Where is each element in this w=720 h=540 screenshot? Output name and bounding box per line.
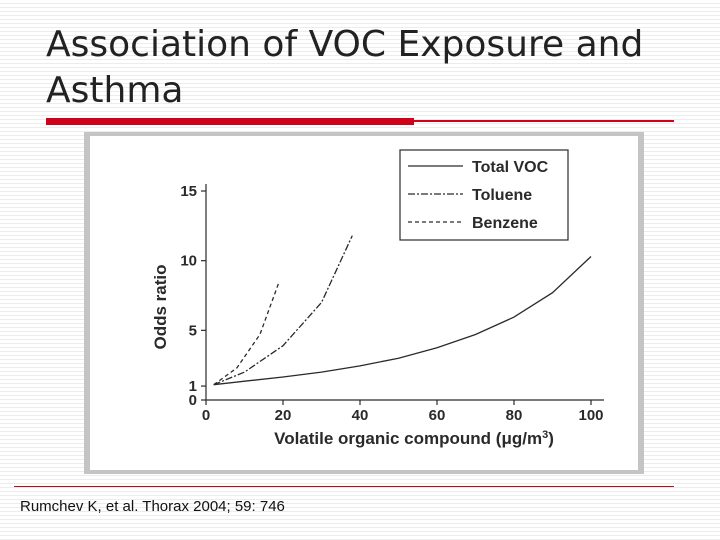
citation: Rumchev K, et al. Thorax 2004; 59: 746 bbox=[20, 498, 285, 515]
legend-label: Toluene bbox=[472, 187, 532, 204]
title-accent-bar bbox=[46, 118, 414, 125]
series-line-toluene bbox=[213, 235, 353, 386]
x-tick-label: 0 bbox=[202, 407, 210, 424]
y-tick-label: 0 bbox=[189, 392, 197, 409]
x-axis-label-superscript: 3 bbox=[542, 429, 548, 441]
x-tick-label: 100 bbox=[578, 407, 603, 424]
y-tick-label: 10 bbox=[180, 253, 197, 270]
x-axis-label-main: Volatile organic compound ( bbox=[274, 429, 502, 448]
y-tick-label: 15 bbox=[180, 183, 197, 200]
legend-label: Benzene bbox=[472, 215, 538, 232]
series-line-total-voc bbox=[213, 256, 592, 386]
x-tick-label: 60 bbox=[429, 407, 446, 424]
legend-box bbox=[399, 149, 569, 241]
y-tick-label: 1 bbox=[189, 378, 197, 395]
series-line-benzene bbox=[213, 281, 280, 386]
title-rule bbox=[414, 120, 674, 122]
chart-series-group bbox=[213, 235, 592, 386]
x-tick-label: 20 bbox=[275, 407, 292, 424]
x-tick-label: 80 bbox=[506, 407, 523, 424]
legend-label: Total VOC bbox=[472, 159, 549, 176]
chart-legend: Total VOC Toluene Benzene bbox=[399, 149, 569, 241]
y-axis-label: Odds ratio bbox=[151, 264, 170, 349]
x-axis-label-close: ) bbox=[548, 429, 554, 448]
x-tick-label: 40 bbox=[352, 407, 369, 424]
footer-rule bbox=[14, 486, 674, 487]
x-axis-label-unit: μg/m bbox=[501, 429, 542, 448]
y-tick-label: 5 bbox=[189, 322, 197, 339]
x-axis-label: Volatile organic compound (μg/m3) bbox=[274, 429, 554, 448]
chart-figure: 0 20 40 60 80 100 0 1 5 10 15 Total VOC Toluene Benz… bbox=[84, 132, 644, 474]
slide-title: Association of VOC Exposure and Asthma bbox=[46, 24, 644, 111]
